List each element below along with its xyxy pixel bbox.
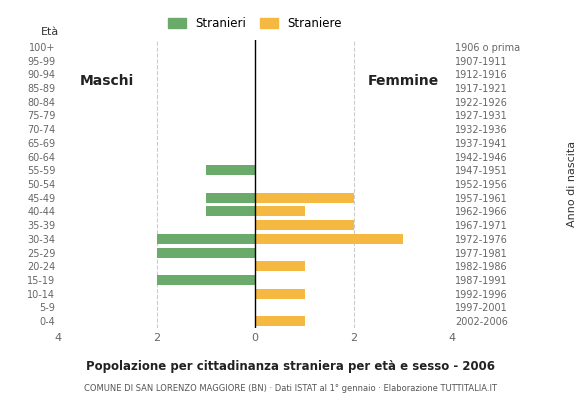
- Bar: [255, 206, 304, 216]
- Bar: [255, 193, 354, 203]
- Text: Maschi: Maschi: [80, 74, 135, 88]
- Bar: [206, 193, 255, 203]
- Bar: [255, 220, 354, 230]
- Bar: [255, 289, 304, 299]
- Text: Età: Età: [41, 27, 59, 37]
- Text: Femmine: Femmine: [368, 74, 438, 88]
- Bar: [206, 165, 255, 175]
- Text: Popolazione per cittadinanza straniera per età e sesso - 2006: Popolazione per cittadinanza straniera p…: [85, 360, 495, 373]
- Text: COMUNE DI SAN LORENZO MAGGIORE (BN) · Dati ISTAT al 1° gennaio · Elaborazione TU: COMUNE DI SAN LORENZO MAGGIORE (BN) · Da…: [84, 384, 496, 393]
- Bar: [157, 275, 255, 285]
- Bar: [206, 206, 255, 216]
- Bar: [157, 248, 255, 258]
- Legend: Stranieri, Straniere: Stranieri, Straniere: [168, 17, 342, 30]
- Bar: [255, 234, 403, 244]
- Bar: [255, 261, 304, 271]
- Bar: [255, 316, 304, 326]
- Bar: [157, 234, 255, 244]
- Text: Anno di nascita: Anno di nascita: [567, 141, 577, 227]
